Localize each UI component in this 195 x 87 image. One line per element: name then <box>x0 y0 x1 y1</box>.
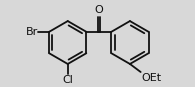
Text: OEt: OEt <box>141 73 161 83</box>
Text: Br: Br <box>26 27 38 37</box>
Text: O: O <box>94 5 103 15</box>
Text: Cl: Cl <box>62 75 73 85</box>
